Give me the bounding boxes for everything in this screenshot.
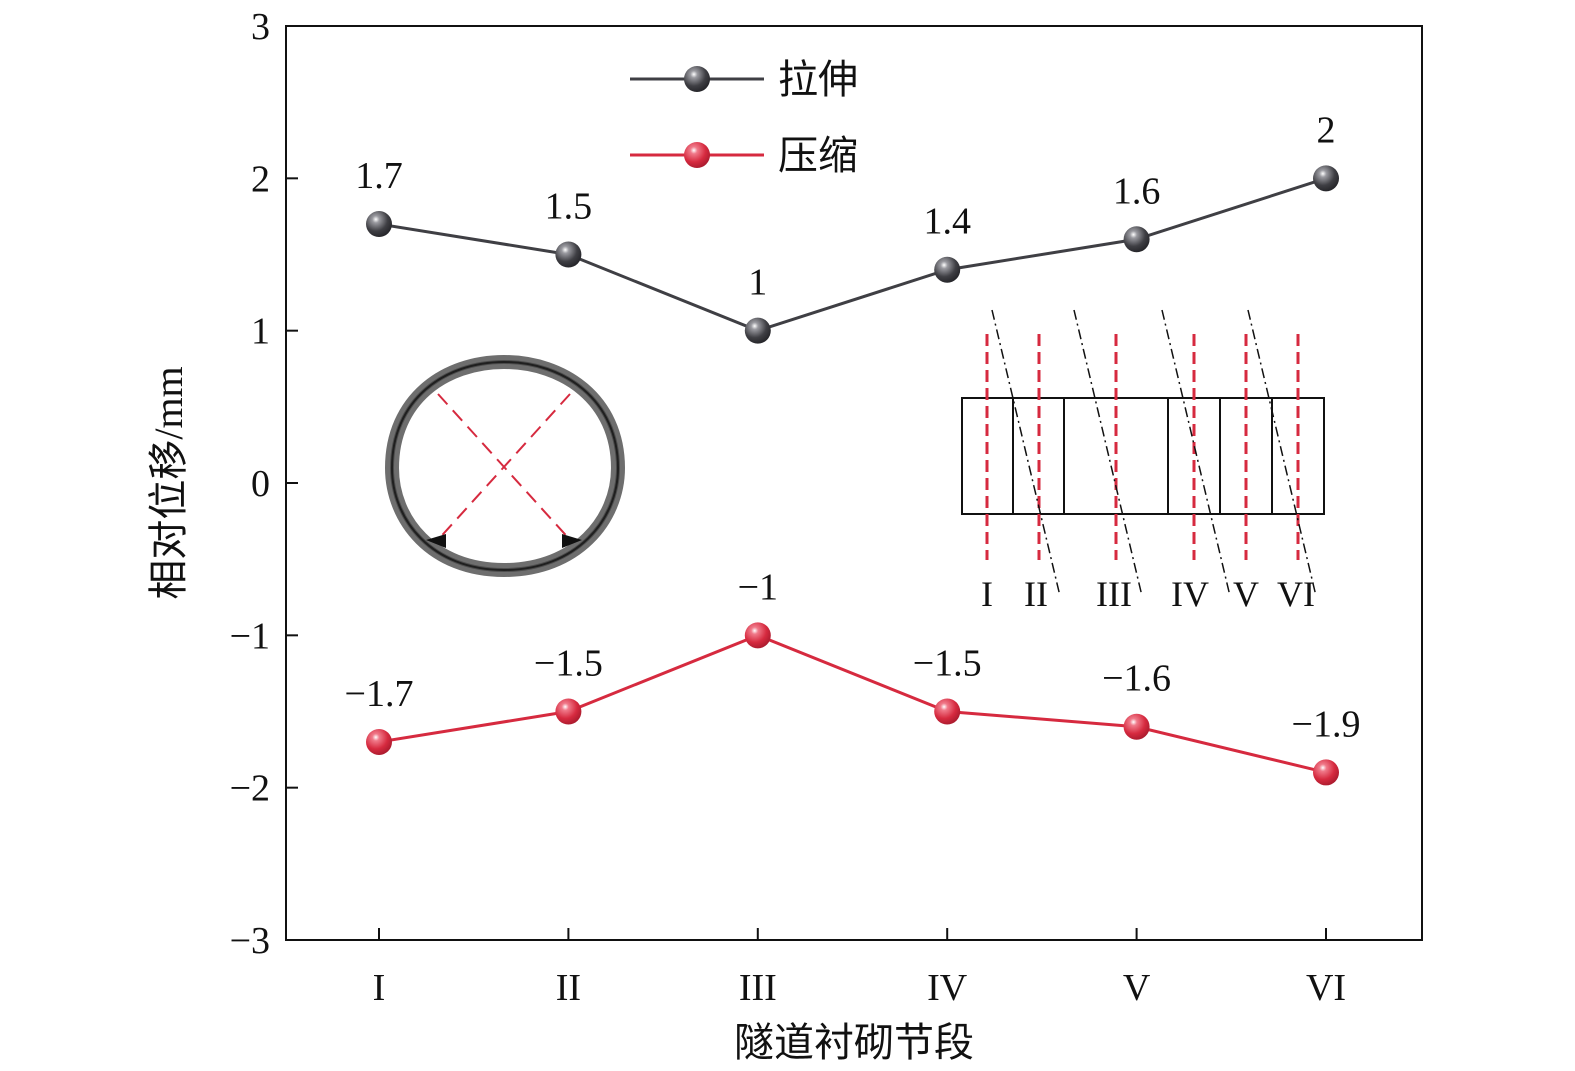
series-compression: −1.7 −1.5 −1 −1.5 −1.6 −1.9 <box>345 566 1361 786</box>
y-tick-label: 0 <box>251 463 270 505</box>
data-point <box>1313 759 1339 786</box>
data-label: −1.6 <box>1102 658 1171 700</box>
y-tick-label: −3 <box>230 920 270 962</box>
x-tick-label: III <box>739 967 777 1009</box>
data-point <box>366 728 392 755</box>
data-point <box>934 256 961 283</box>
x-tick-label: VI <box>1306 967 1346 1009</box>
legend-item-compression: 压缩 <box>630 133 858 178</box>
series-line <box>378 633 1327 774</box>
y-tick-label: 1 <box>251 311 270 353</box>
legend-label-compression: 压缩 <box>778 133 858 178</box>
inset-section-label: II <box>1024 574 1048 614</box>
inset-section-label: V <box>1233 574 1259 614</box>
data-point <box>1313 165 1339 192</box>
inset-section-label: III <box>1096 574 1132 614</box>
data-label: −1.5 <box>913 643 982 685</box>
data-point <box>934 698 961 725</box>
inset-section-label: VI <box>1277 574 1315 614</box>
x-tick-label: I <box>373 967 386 1009</box>
x-tick-label: V <box>1123 967 1151 1009</box>
data-point <box>744 317 771 344</box>
data-point <box>555 698 582 725</box>
data-label: −1.9 <box>1292 703 1361 745</box>
inset-section-label: I <box>981 574 993 614</box>
y-tick-label: −2 <box>230 768 270 810</box>
x-axis: I II III IV V VI <box>373 928 1346 1009</box>
data-point <box>1123 226 1150 253</box>
lining-segments-inset: I II III IV V VI <box>961 309 1325 614</box>
data-label: 1 <box>748 262 767 304</box>
data-label: 1.7 <box>355 155 403 197</box>
data-label: 2 <box>1317 109 1336 151</box>
data-point <box>366 211 392 238</box>
data-label: 1.6 <box>1113 170 1161 212</box>
y-tick-label: −1 <box>230 615 270 657</box>
legend: 拉伸 压缩 <box>630 57 858 178</box>
y-axis-title: 相对位移/mm <box>146 366 191 599</box>
data-point <box>1123 713 1150 740</box>
y-tick-label: 3 <box>251 6 270 48</box>
data-point <box>555 241 582 268</box>
legend-item-tension: 拉伸 <box>630 57 858 102</box>
legend-label-tension: 拉伸 <box>778 57 858 102</box>
data-label: −1.5 <box>534 643 603 685</box>
series-layer: 1.7 1.5 1 1.4 1.6 2 −1.7 −1.5 −1 −1.5 −1.6 −1.9 <box>345 109 1361 786</box>
data-label: −1.7 <box>345 673 414 715</box>
x-tick-label: IV <box>927 967 968 1009</box>
y-axis: −3 −2 −1 0 1 2 3 <box>230 6 298 962</box>
series-tension: 1.7 1.5 1 1.4 1.6 2 <box>355 109 1339 344</box>
x-tick-label: II <box>556 967 581 1009</box>
data-point <box>744 622 771 649</box>
data-label: 1.5 <box>545 186 593 228</box>
inset-section-label: IV <box>1171 574 1209 614</box>
data-label: 1.4 <box>923 201 971 243</box>
y-tick-label: 2 <box>251 158 270 200</box>
tunnel-cross-section-inset <box>384 354 626 578</box>
data-label: −1 <box>738 566 778 608</box>
series-line <box>378 176 1327 333</box>
x-axis-title: 隧道衬砌节段 <box>734 1020 974 1065</box>
